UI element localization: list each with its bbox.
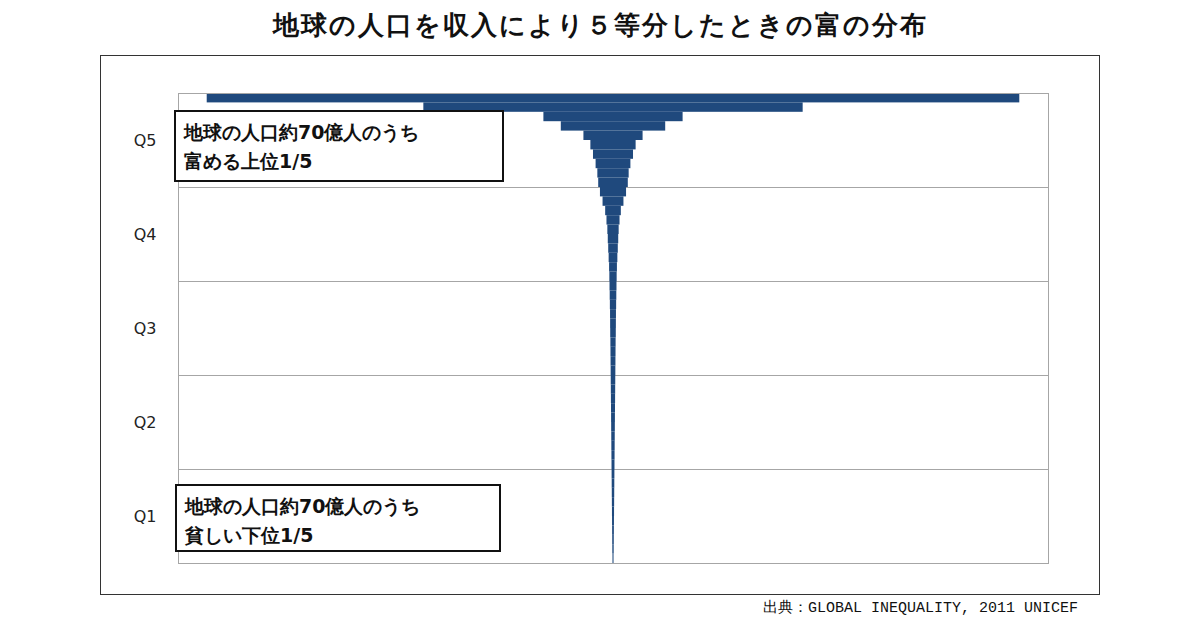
html-text:地球の人口約70億人のうち: 地球の人口約70億人のうち bbox=[184, 121, 420, 143]
html-text:貧しい下位1/5: 貧しい下位1/5 bbox=[185, 524, 314, 547]
svg-text:Q4: Q4 bbox=[134, 225, 157, 244]
html-text:富める上位1/5: 富める上位1/5 bbox=[184, 150, 313, 173]
svg-text:Q1: Q1 bbox=[134, 507, 157, 526]
html-text:地球の人口約70億人のうち: 地球の人口約70億人のうち bbox=[185, 495, 421, 517]
svg-text:Q2: Q2 bbox=[134, 413, 157, 432]
html-text:地球の人口を収入により５等分したときの富の分布: 地球の人口を収入により５等分したときの富の分布 bbox=[272, 10, 928, 40]
svg-text:Q5: Q5 bbox=[134, 131, 157, 150]
html-text:出典：GLOBAL INEQUALITY, 2011 UNI: 出典：GLOBAL INEQUALITY, 2011 UNICEF bbox=[763, 600, 1078, 617]
svg-text:Q3: Q3 bbox=[134, 319, 157, 338]
